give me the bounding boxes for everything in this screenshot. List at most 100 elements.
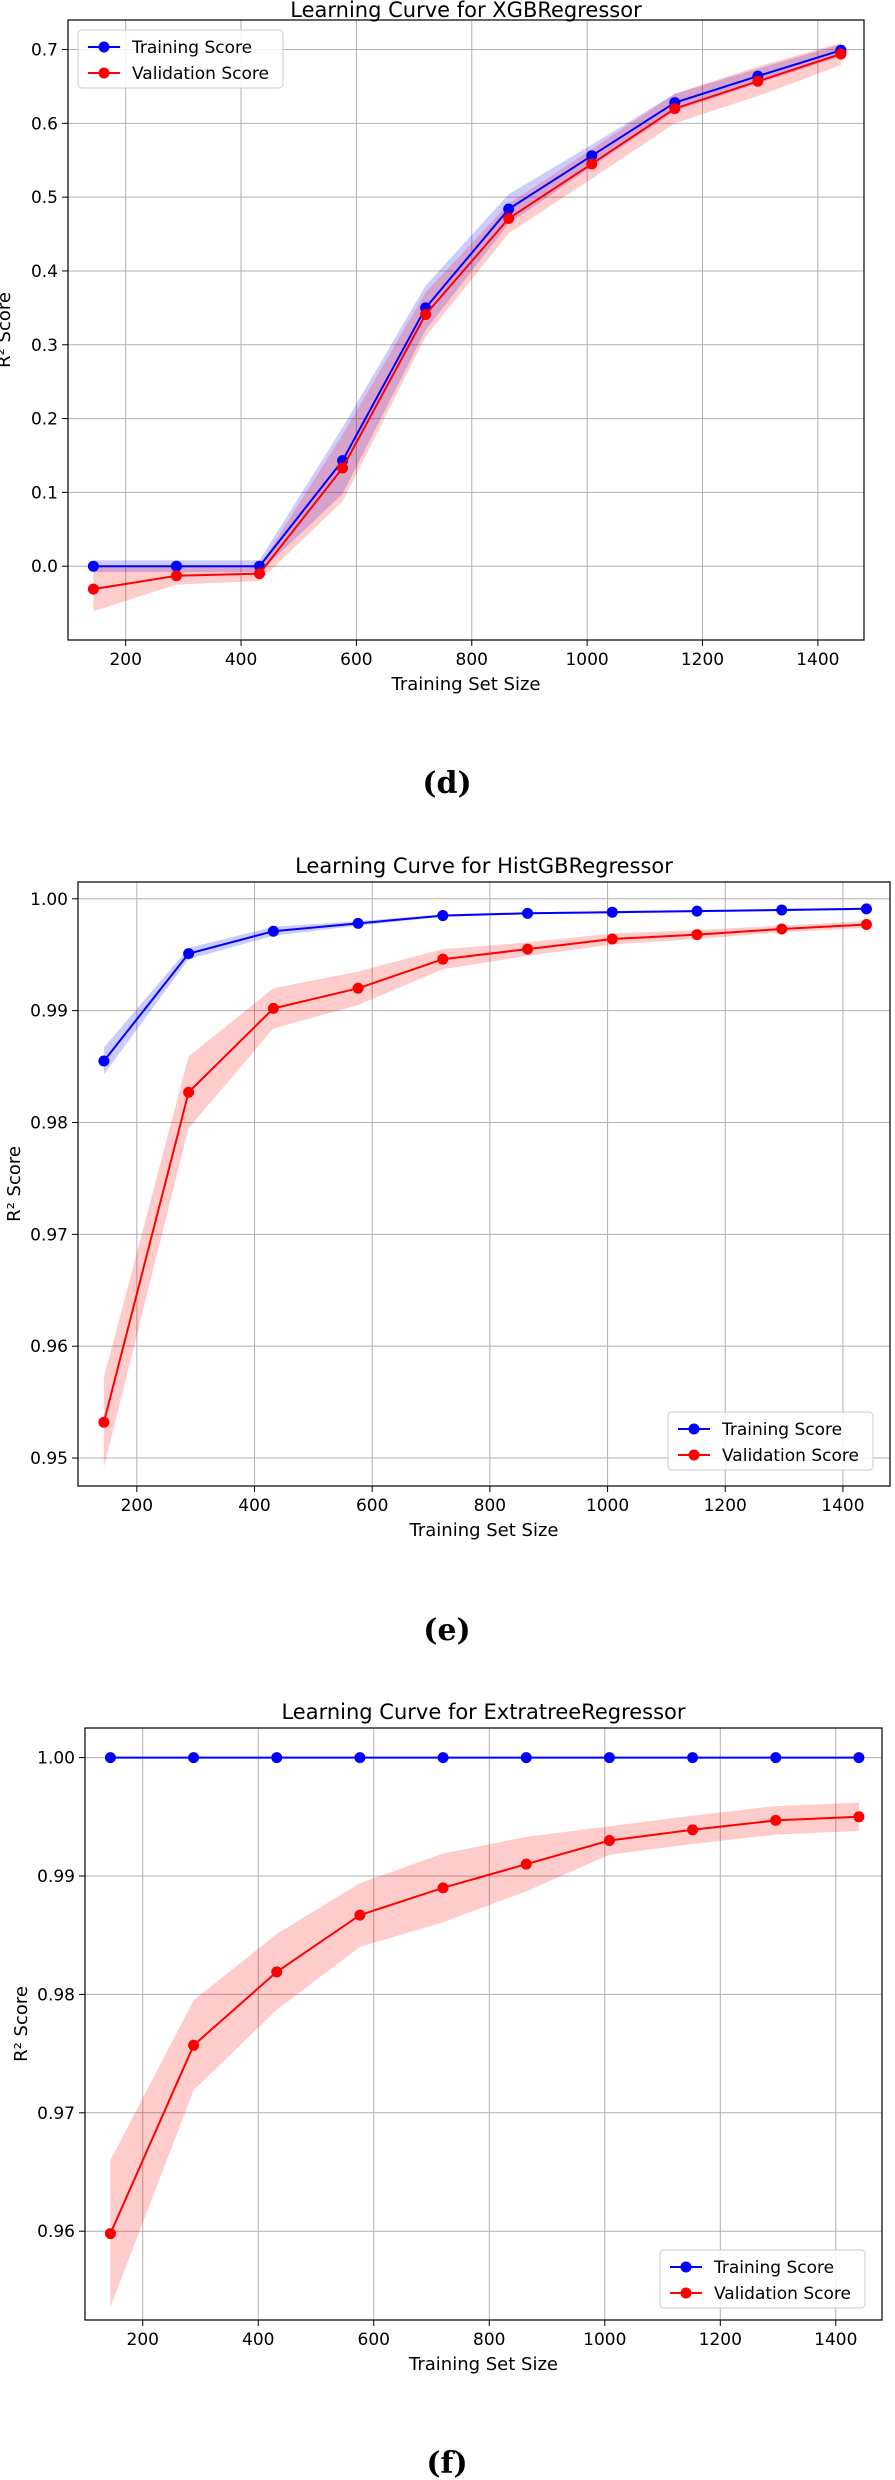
legend: Training Score Validation Score: [77, 29, 284, 89]
data-point: [503, 203, 515, 215]
data-point: [776, 923, 788, 935]
y-tick-label: 0.96: [37, 2222, 75, 2242]
y-tick-label: 0.99: [30, 1002, 68, 1022]
data-point: [271, 1966, 283, 1978]
y-tick-label: 0.7: [31, 41, 58, 61]
data-point: [860, 919, 872, 931]
data-point: [770, 1814, 782, 1826]
x-tick-label: 600: [340, 650, 372, 670]
legend-entry: Validation Score: [714, 2284, 851, 2304]
chart-1: 200 400 600 800 1000 1200 1400 0.95 0.96 0.97 0.98…: [4, 854, 891, 1648]
series-line-1: [109, 1815, 859, 2235]
plot-frame: [84, 1727, 883, 2321]
data-point: [437, 1752, 449, 1764]
legend-marker: [688, 1423, 700, 1435]
chart-title: Learning Curve for HistGBRegressor: [295, 854, 673, 878]
x-tick-label: 800: [473, 2330, 505, 2350]
data-point: [522, 943, 534, 955]
data-point: [606, 933, 618, 945]
data-point: [853, 1811, 865, 1823]
legend-marker: [680, 2287, 692, 2299]
data-point: [437, 953, 449, 965]
y-axis-label: R² Score: [11, 1986, 32, 2062]
figure-caption: (e): [423, 1613, 470, 1648]
x-tick-label: 400: [225, 650, 257, 670]
data-point: [188, 1752, 200, 1764]
chart-title: Learning Curve for XGBRegressor: [290, 0, 642, 22]
legend: Training Score Validation Score: [667, 1411, 874, 1471]
data-point: [170, 560, 182, 572]
data-point: [437, 910, 449, 922]
y-axis-label: R² Score: [4, 1146, 25, 1222]
x-tick-label: 600: [356, 1496, 388, 1516]
data-point: [188, 2039, 200, 2051]
plot-frame: [77, 881, 891, 1487]
y-tick-label: 0.3: [31, 336, 58, 356]
data-point: [520, 1858, 532, 1870]
x-tick-label: 400: [238, 1496, 270, 1516]
y-tick-label: 0.97: [37, 2104, 75, 2124]
data-point: [603, 1752, 615, 1764]
series-line-0: [103, 907, 867, 1062]
x-tick-label: 1000: [586, 1496, 629, 1516]
y-tick-label: 0.5: [31, 188, 58, 208]
chart-2: 200 400 600 800 1000 1200 1400 0.96 0.97 0.98 0.99…: [11, 1700, 883, 2480]
data-point: [420, 309, 432, 320]
data-point: [606, 906, 618, 918]
data-point: [687, 1752, 699, 1764]
data-point: [271, 1752, 283, 1764]
y-tick-label: 0.98: [30, 1113, 68, 1133]
y-tick-label: 0.6: [31, 114, 58, 134]
plot-frame: [67, 19, 865, 641]
x-tick-label: 1200: [699, 2330, 742, 2350]
data-point: [254, 568, 266, 580]
legend-entry: Training Score: [721, 1420, 842, 1440]
data-point: [354, 1752, 366, 1764]
legend-entry: Training Score: [131, 38, 252, 58]
legend-marker: [98, 67, 110, 79]
x-tick-label: 1400: [821, 1496, 864, 1516]
legend-entry: Validation Score: [722, 1446, 859, 1466]
data-point: [687, 1824, 699, 1836]
band-1: [103, 921, 867, 1467]
x-tick-label: 800: [456, 650, 488, 670]
data-point: [104, 2228, 116, 2240]
x-tick-label: 200: [109, 650, 141, 670]
y-tick-label: 0.0: [31, 557, 58, 577]
y-tick-label: 0.4: [31, 262, 58, 282]
y-tick-label: 0.2: [31, 410, 58, 430]
data-point: [503, 213, 515, 225]
x-tick-label: 400: [242, 2330, 274, 2350]
x-tick-label: 1000: [583, 2330, 626, 2350]
data-point: [104, 1752, 116, 1764]
data-point: [437, 1882, 449, 1894]
series-line-1: [93, 53, 842, 591]
y-tick-label: 0.96: [30, 1337, 68, 1357]
y-axis-label: R² Score: [0, 292, 15, 368]
data-point: [860, 903, 872, 915]
legend: Training Score Validation Score: [659, 2249, 866, 2309]
data-point: [691, 929, 703, 941]
y-tick-label: 1.00: [37, 1749, 75, 1769]
y-tick-label: 1.00: [30, 890, 68, 910]
legend-box: [659, 2249, 866, 2309]
data-point: [669, 103, 681, 115]
data-point: [835, 48, 847, 60]
legend-marker: [688, 1449, 700, 1461]
data-point: [98, 1416, 110, 1428]
x-axis-label: Training Set Size: [391, 674, 541, 695]
y-tick-label: 0.95: [30, 1449, 68, 1469]
data-point: [522, 907, 534, 919]
y-tick-label: 0.97: [30, 1225, 68, 1245]
data-point: [776, 904, 788, 916]
chart-0: 200 400 600 800 1000 1200 1400 0.0 0.1 0.2 0.3 0.4 0…: [0, 0, 865, 801]
data-point: [98, 1055, 110, 1067]
data-point: [586, 158, 598, 170]
figure-caption: (f): [426, 2446, 467, 2480]
band-1: [110, 1802, 859, 2307]
series-line-1: [102, 923, 867, 1423]
x-tick-label: 200: [127, 2330, 159, 2350]
data-point: [352, 917, 364, 929]
data-point: [183, 1086, 195, 1098]
